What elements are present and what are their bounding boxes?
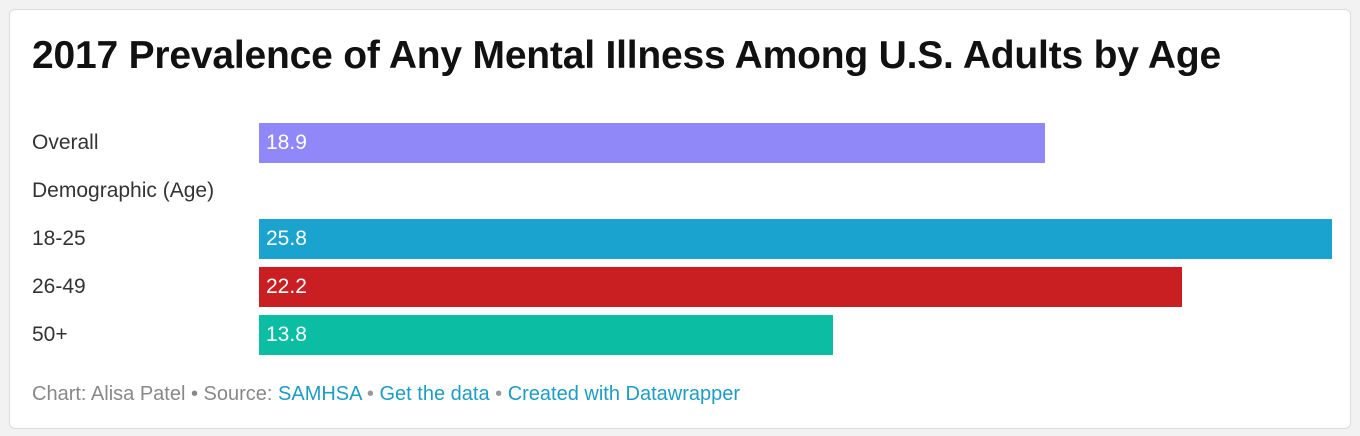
source-link[interactable]: SAMHSA: [278, 383, 362, 405]
datawrapper-link[interactable]: Created with Datawrapper: [507, 383, 741, 405]
footer-separator: •: [489, 383, 508, 405]
chart-footer: Chart: Alisa Patel • Source: SAMHSA • Ge…: [32, 383, 740, 406]
chart-title: 2017 Prevalence of Any Mental Illness Am…: [32, 34, 1221, 77]
row-label: 26-49: [32, 275, 86, 298]
bar: 13.8: [259, 315, 833, 355]
bar-value-label: 13.8: [266, 323, 307, 346]
row-label: 18-25: [32, 227, 86, 250]
bar: 18.9: [259, 123, 1045, 163]
bar: 22.2: [259, 267, 1182, 307]
row-label: 50+: [32, 323, 68, 346]
bar-value-label: 18.9: [266, 131, 307, 154]
row-label: Overall: [32, 131, 99, 154]
footer-credit-text: Chart: Alisa Patel • Source:: [32, 383, 279, 405]
bar-value-label: 22.2: [266, 275, 307, 298]
chart-card: 2017 Prevalence of Any Mental Illness Am…: [9, 9, 1351, 429]
get-the-data-link[interactable]: Get the data: [379, 383, 490, 405]
group-label: Demographic (Age): [32, 179, 215, 202]
bar: 25.8: [259, 219, 1332, 259]
footer-separator: •: [361, 383, 380, 405]
bar-value-label: 25.8: [266, 227, 307, 250]
